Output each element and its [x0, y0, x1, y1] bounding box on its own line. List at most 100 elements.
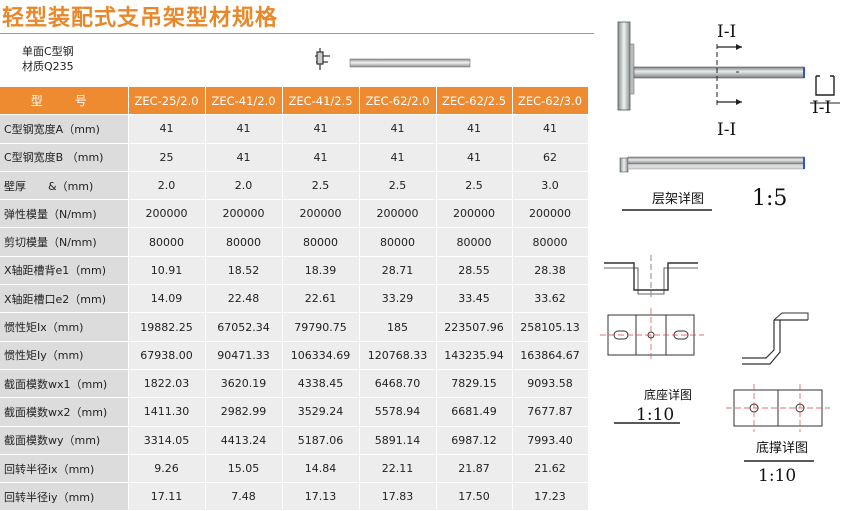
- assembly-drawings: [600, 21, 840, 462]
- row-label: 截面模数wx1（mm): [0, 369, 129, 399]
- table-cell: 143235.94: [436, 341, 513, 370]
- table-cell: 22.48: [205, 284, 283, 314]
- table-row: 弹性模量（N/mm) 200000 200000 200000 200000 200000…: [0, 199, 589, 229]
- table-cell: 3620.19: [205, 369, 283, 399]
- table-cell: 17.50: [436, 482, 513, 511]
- section-mark-top: I-I: [717, 22, 737, 42]
- table-cell: 3529.24: [282, 397, 360, 427]
- table-cell: 41: [359, 143, 437, 172]
- table-cell: 41: [436, 143, 513, 172]
- row-label: 惯性矩Iy（mm): [0, 341, 129, 370]
- table-cell: 258105.13: [512, 312, 589, 342]
- table-cell: 1411.30: [128, 397, 206, 427]
- c-channel-thumbnail: [315, 48, 471, 70]
- table-cell: 1822.03: [128, 369, 206, 399]
- profile-type-note: 单面C型钢: [22, 45, 74, 58]
- table-cell: 18.52: [205, 256, 283, 286]
- table-cell: 17.83: [359, 482, 437, 511]
- clamp-icon: [315, 48, 330, 70]
- table-cell: 4413.24: [205, 426, 283, 455]
- spec-table: 型 号 ZEC-25/2.0 ZEC-41/2.0 ZEC-41/2.5 ZEC…: [0, 87, 589, 511]
- table-row: X轴距槽口e2（mm) 14.09 22.48 22.61 33.29 33.45 33.6…: [0, 284, 589, 314]
- wall-plate: [617, 21, 631, 111]
- table-cell: 200000: [359, 199, 437, 229]
- shelf-plan-drawing: [619, 156, 805, 211]
- table-cell: 25: [128, 143, 206, 172]
- table-cell: 21.87: [436, 454, 513, 484]
- row-label: 回转半径ix（mm): [0, 454, 129, 484]
- cantilever-arm: [633, 66, 805, 79]
- c-channel-rod: [349, 58, 471, 68]
- brace-detail-drawing: [726, 312, 830, 462]
- table-cell: 163864.67: [512, 341, 589, 370]
- table-cell: 80000: [436, 227, 513, 257]
- row-label: C型钢宽度A（mm): [0, 114, 129, 144]
- table-cell: 33.62: [512, 284, 589, 314]
- table-cell: 80000: [205, 227, 283, 257]
- table-cell: 22.61: [282, 284, 360, 314]
- table-cell: 41: [128, 114, 206, 144]
- table-cell: 2.0: [205, 171, 283, 201]
- page-title: 轻型装配式支吊架型材规格: [2, 6, 279, 31]
- table-cell: 17.11: [128, 482, 206, 511]
- table-cell: 33.29: [359, 284, 437, 314]
- table-cell: 41: [436, 114, 513, 144]
- table-cell: 17.23: [512, 482, 589, 511]
- table-cell: 14.09: [128, 284, 206, 314]
- base-detail-scale: 1:10: [636, 405, 675, 425]
- title-underline: [0, 33, 594, 34]
- table-cell: 185: [359, 312, 437, 342]
- table-cell: 41: [205, 143, 283, 172]
- table-cell: 223507.96: [436, 312, 513, 342]
- table-cell: 17.13: [282, 482, 360, 511]
- table-cell: 2982.99: [205, 397, 283, 427]
- shelf-detail-drawing: [617, 21, 840, 111]
- base-detail-label: 底座详图: [644, 388, 693, 402]
- table-cell: 4338.45: [282, 369, 360, 399]
- table-cell: 9.26: [128, 454, 206, 484]
- header-zec-41-2-0: ZEC-41/2.0: [205, 87, 283, 116]
- table-cell: 2.0: [128, 171, 206, 201]
- row-label: 惯性矩Ix（mm): [0, 312, 129, 342]
- header-zec-62-3-0: ZEC-62/3.0: [512, 87, 589, 116]
- table-row: 惯性矩Ix（mm) 19882.25 67052.34 79790.75 185 2235…: [0, 312, 589, 342]
- table-cell: 200000: [128, 199, 206, 229]
- table-cell: 41: [359, 114, 437, 144]
- table-cell: 28.38: [512, 256, 589, 286]
- table-cell: 67052.34: [205, 312, 283, 342]
- table-cell: 200000: [205, 199, 283, 229]
- table-row: 截面模数wx1（mm) 1822.03 3620.19 4338.45 6468.70 7…: [0, 369, 589, 399]
- table-cell: 79790.75: [282, 312, 360, 342]
- table-cell: 200000: [512, 199, 589, 229]
- row-label: 剪切模量（N/mm): [0, 227, 129, 257]
- table-cell: 6681.49: [436, 397, 513, 427]
- header-zec-25-2-0: ZEC-25/2.0: [128, 87, 206, 116]
- table-cell: 3314.05: [128, 426, 206, 455]
- brace-detail-scale: 1:10: [758, 466, 797, 486]
- header-zec-62-2-0: ZEC-62/2.0: [359, 87, 437, 116]
- table-row: C型钢宽度B （mm) 25 41 41 41 41 62: [0, 143, 589, 172]
- row-label: 弹性模量（N/mm): [0, 199, 129, 229]
- row-label: 截面模数wy（mm): [0, 426, 129, 455]
- table-cell: 2.5: [282, 171, 360, 201]
- table-row: X轴距槽背e1（mm) 10.91 18.52 18.39 28.71 28.55 28.3…: [0, 256, 589, 286]
- table-cell: 18.39: [282, 256, 360, 286]
- table-cell: 80000: [359, 227, 437, 257]
- table-cell: 6468.70: [359, 369, 437, 399]
- c-section-profile: [815, 75, 835, 96]
- row-label: C型钢宽度B （mm): [0, 143, 129, 172]
- table-cell: 80000: [128, 227, 206, 257]
- table-cell: 7677.87: [512, 397, 589, 427]
- table-row: 惯性矩Iy（mm) 67938.00 90471.33 106334.69 120768…: [0, 341, 589, 370]
- table-cell: 19882.25: [128, 312, 206, 342]
- table-cell: 2.5: [359, 171, 437, 201]
- table-cell: 9093.58: [512, 369, 589, 399]
- table-cell: 80000: [282, 227, 360, 257]
- table-cell: 41: [205, 114, 283, 144]
- table-cell: 106334.69: [282, 341, 360, 370]
- table-cell: 14.84: [282, 454, 360, 484]
- table-row: 壁厚 &（mm) 2.0 2.0 2.5 2.5 2.5 3.0: [0, 171, 589, 201]
- table-row: 剪切模量（N/mm) 80000 80000 80000 80000 80000 80000: [0, 227, 589, 257]
- row-label: 截面模数wx2（mm): [0, 397, 129, 427]
- table-cell: 21.62: [512, 454, 589, 484]
